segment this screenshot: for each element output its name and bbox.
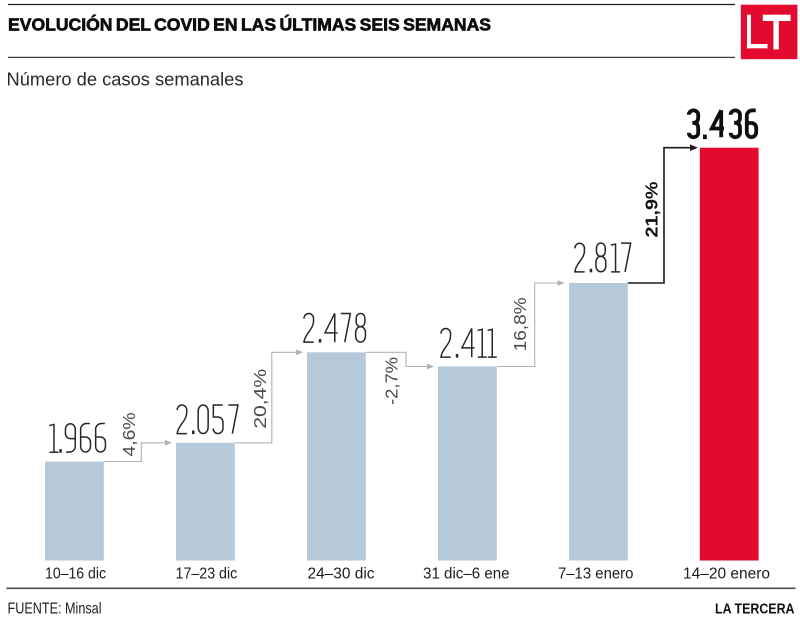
svg-text:24–30 dic: 24–30 dic xyxy=(308,566,375,583)
svg-text:31 dic–6 ene: 31 dic–6 ene xyxy=(423,566,510,583)
svg-text:-2,7%: -2,7% xyxy=(381,357,401,405)
svg-text:14–20 enero: 14–20 enero xyxy=(683,566,770,583)
svg-text:20,4%: 20,4% xyxy=(250,369,270,429)
svg-text:LA TERCERA: LA TERCERA xyxy=(715,601,795,618)
svg-text:Número de casos semanales: Número de casos semanales xyxy=(7,68,244,89)
svg-text:7–13 enero: 7–13 enero xyxy=(558,566,634,583)
svg-text:EVOLUCIÓN DEL COVID EN LAS ÚLT: EVOLUCIÓN DEL COVID EN LAS ÚLTIMAS SEIS … xyxy=(8,14,491,35)
svg-text:FUENTE: Minsal: FUENTE: Minsal xyxy=(8,601,102,618)
svg-text:4,6%: 4,6% xyxy=(119,413,139,457)
svg-text:16,8%: 16,8% xyxy=(510,297,530,351)
svg-text:10–16 dic: 10–16 dic xyxy=(45,566,106,583)
svg-text:21,9%: 21,9% xyxy=(642,181,662,237)
svg-text:17–23 dic: 17–23 dic xyxy=(176,566,238,583)
